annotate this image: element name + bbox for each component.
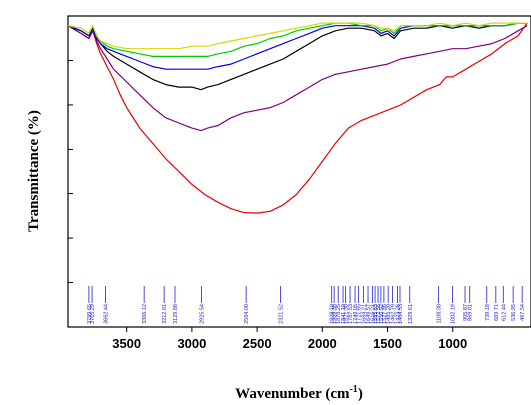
- peak-label: 1108.38: [437, 304, 443, 323]
- x-tick-label: 1500: [373, 336, 402, 351]
- peak-label: 2321.52: [278, 304, 284, 324]
- x-tick-label: 3500: [112, 336, 141, 351]
- x-tick-label: 1000: [438, 336, 467, 351]
- peak-label: 1527.86: [382, 304, 388, 324]
- x-tick-label: 3000: [177, 336, 206, 351]
- peak-label: 1404.53: [398, 304, 404, 324]
- peak-label: 3662.44: [104, 304, 110, 324]
- peak-label: 3789.65: [87, 304, 93, 324]
- peak-label: 536.95: [511, 304, 517, 321]
- peak-label: 905.87: [463, 304, 469, 321]
- series-line-2: [68, 25, 528, 132]
- peak-label: 739.18: [485, 304, 491, 321]
- peak-label: 2925.54: [200, 304, 206, 324]
- peak-label: 1909.38: [332, 304, 338, 324]
- x-axis-label-sup: -1: [349, 384, 357, 395]
- peak-label: 669.71: [494, 304, 500, 321]
- x-tick-label: 2500: [243, 336, 272, 351]
- y-axis-ticks: [68, 15, 73, 328]
- peak-label: 3212.91: [162, 304, 168, 324]
- peak-label: 1462.79: [390, 304, 396, 324]
- peak-label: 3129.88: [173, 304, 179, 324]
- peak-label: 869.81: [468, 304, 474, 321]
- peak-label: 1878.25: [336, 304, 342, 324]
- x-axis-label-main: Wavenumber (cm: [235, 386, 350, 402]
- peak-label: 1423.26: [396, 304, 402, 324]
- peak-label: 1749.05: [353, 304, 359, 324]
- series-line-6: [68, 22, 528, 50]
- peak-label: 1821.30: [344, 304, 350, 324]
- peak-label: 1787.53: [348, 304, 354, 324]
- peak-label: 1928.10: [330, 304, 336, 324]
- peak-label: 2584.00: [244, 304, 250, 324]
- peak-label: 1595.63: [373, 304, 379, 324]
- peak-label: 1495.20: [386, 304, 392, 324]
- peak-label: 1684.21: [362, 304, 368, 324]
- peak-label: 1649.57: [366, 304, 372, 324]
- peak-label: 1616.21: [370, 304, 376, 324]
- series-line-1: [68, 22, 528, 214]
- series-layer: [68, 22, 528, 214]
- x-axis-label-end: ): [358, 386, 363, 402]
- peak-label: 1550.92: [379, 304, 385, 324]
- peak-label: 1002.19: [451, 304, 457, 324]
- series-line-5: [68, 22, 528, 58]
- peak-label: 3366.12: [142, 304, 148, 324]
- x-axis-ticks: 3500 3000 2500 2000 1500 1000: [112, 327, 467, 351]
- peak-label: 1329.61: [408, 304, 414, 324]
- peak-label: 1572.56: [376, 304, 382, 324]
- peak-label: 1841.10: [341, 304, 347, 324]
- y-axis-label: Transmittance (%): [26, 110, 42, 232]
- peak-label: 467.54: [520, 304, 526, 321]
- peak-label: 612.44: [501, 304, 507, 321]
- peak-label: 1721.65: [357, 304, 363, 324]
- x-axis-label: Wavenumber (cm-1): [235, 384, 363, 402]
- x-tick-label: 2000: [308, 336, 337, 351]
- peak-label: 3765.29: [90, 304, 96, 324]
- plot-frame: [67, 15, 531, 328]
